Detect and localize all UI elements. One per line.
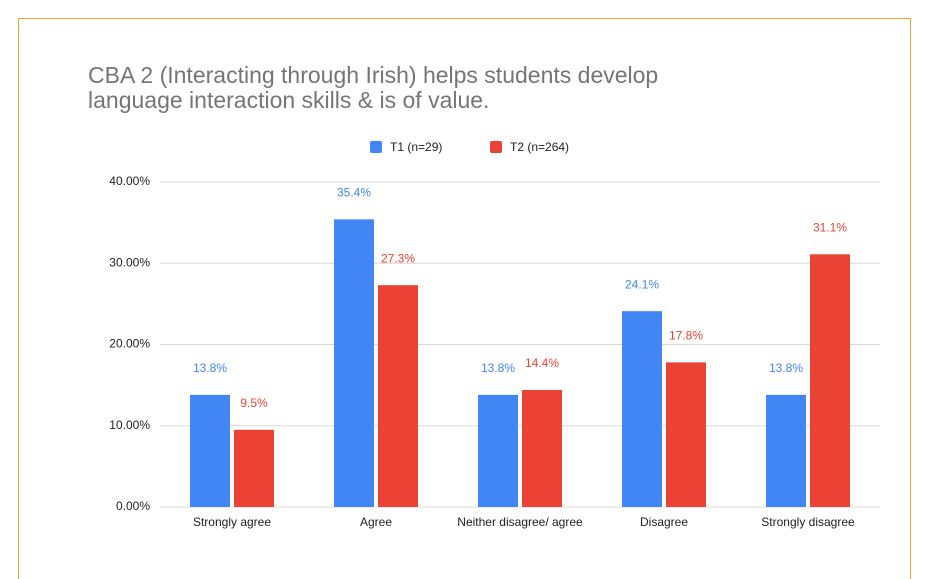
legend-swatch [490,141,502,153]
value-label: 14.4% [525,356,559,370]
bar [810,254,850,507]
frame [18,18,911,579]
x-tick-label: Strongly disagree [761,515,855,529]
bar [622,311,662,507]
value-label: 17.8% [669,329,703,343]
value-label: 31.1% [813,220,847,234]
value-label: 13.8% [193,361,227,375]
bar [522,390,562,507]
bar [766,394,806,507]
y-tick-label: 40.00% [109,174,150,188]
bar [190,394,230,507]
y-tick-label: 10.00% [109,418,150,432]
y-tick-label: 20.00% [109,337,150,351]
bar [666,362,706,507]
legend-label: T1 (n=29) [390,140,442,154]
bar [478,394,518,507]
bar [334,219,374,507]
value-label: 24.1% [625,277,659,291]
chart-title: CBA 2 (Interacting through Irish) helps … [88,62,659,113]
bar [378,285,418,507]
x-tick-label: Agree [360,515,392,529]
y-tick-label: 0.00% [116,499,150,513]
value-label: 13.8% [481,361,515,375]
value-label: 35.4% [337,186,371,200]
x-tick-label: Strongly agree [193,515,271,529]
legend-swatch [370,141,382,153]
legend-label: T2 (n=264) [510,140,569,154]
x-tick-label: Neither disagree/ agree [457,515,583,529]
x-tick-label: Disagree [640,515,688,529]
value-label: 9.5% [240,396,268,410]
value-label: 13.8% [769,361,803,375]
value-label: 27.3% [381,251,415,265]
y-tick-label: 30.00% [109,255,150,269]
bar [234,429,274,507]
